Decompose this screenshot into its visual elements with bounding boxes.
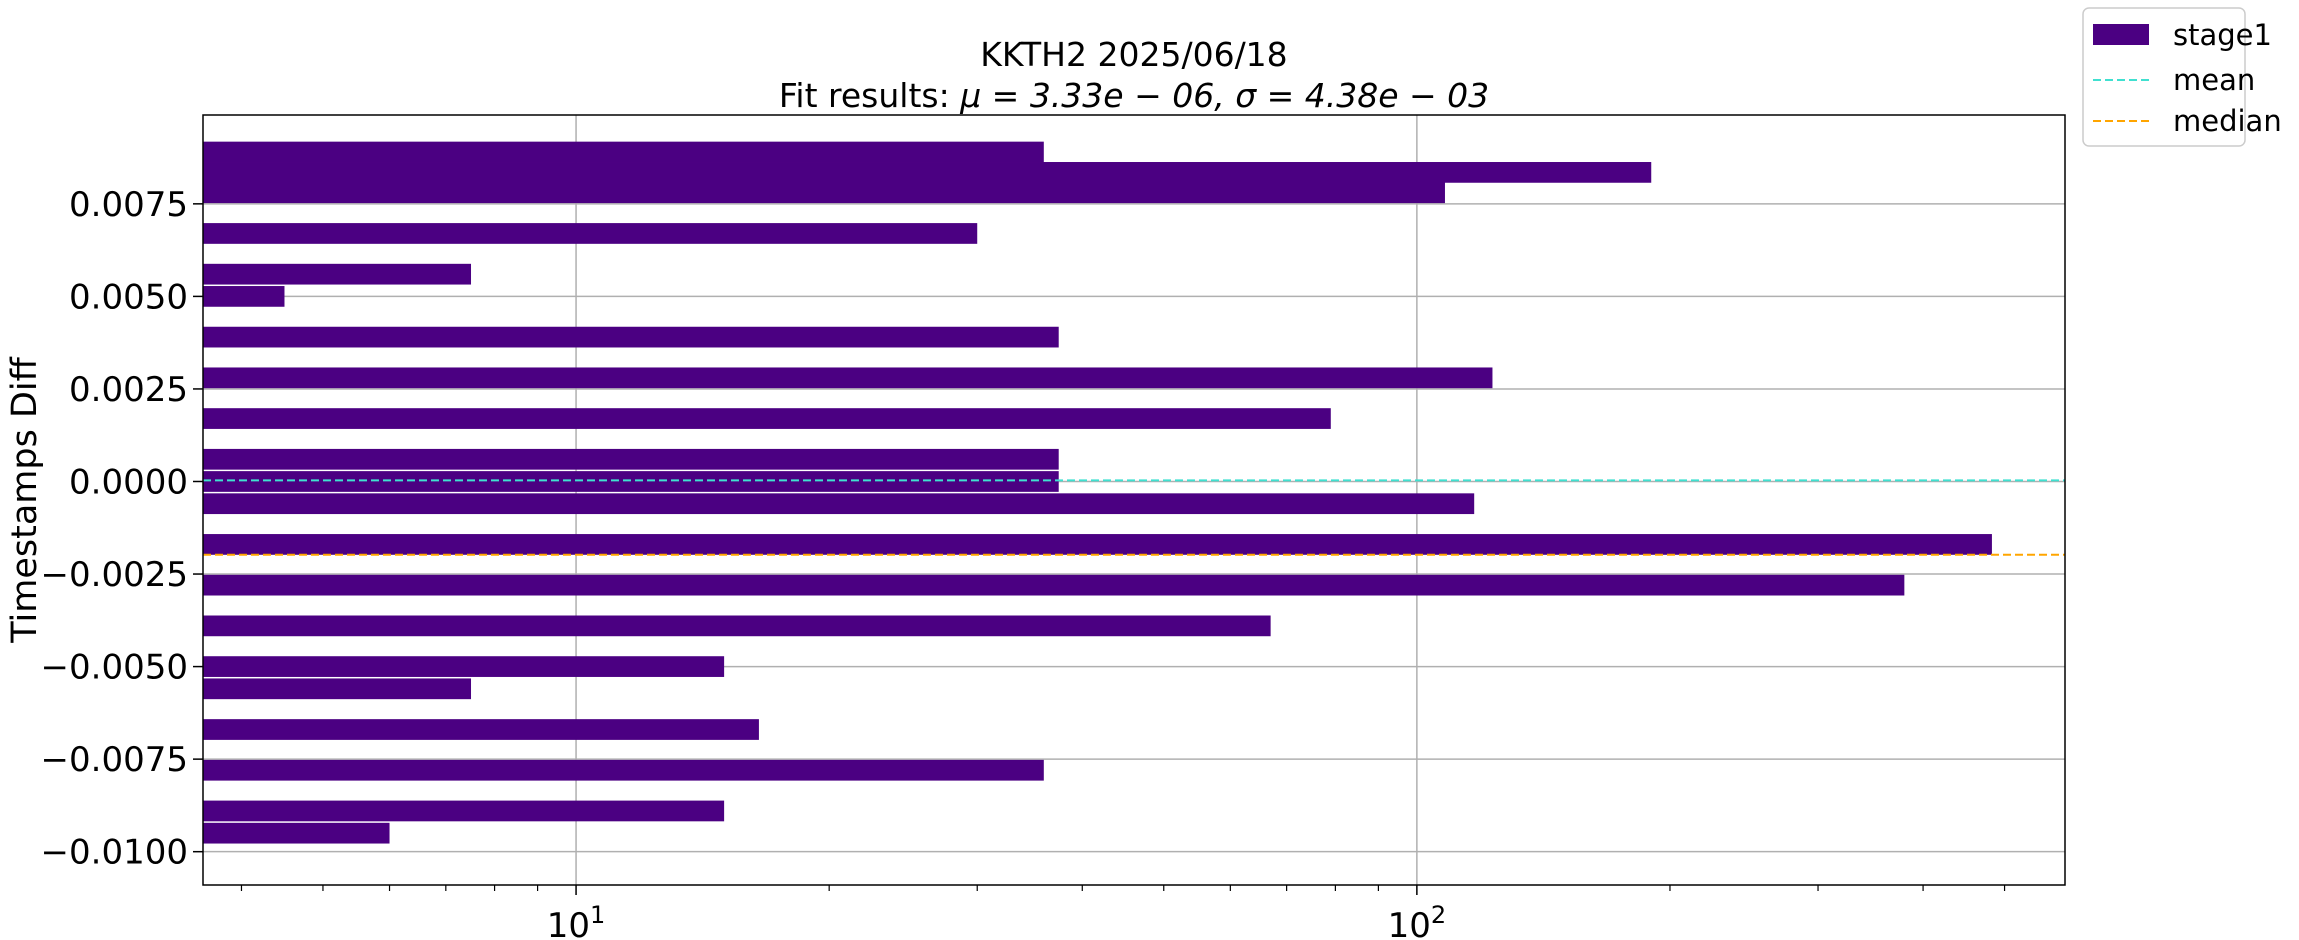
histogram-bar [203,367,1493,389]
legend-label-stage1: stage1 [2173,18,2272,52]
y-tick-label: 0.0000 [69,462,188,502]
x-tick-label: 101 [547,901,606,940]
histogram-bar [203,678,472,700]
chart-subtitle: Fit results: μ = 3.33e − 06, σ = 4.38e −… [779,76,1489,115]
y-tick-label: −0.0025 [41,555,188,595]
histogram-bar [203,263,472,285]
histogram-bar [203,223,978,244]
histogram-bar [203,759,1044,781]
histogram-bar [203,800,725,822]
x-tick-exponent: 2 [1431,901,1446,929]
histogram-bar [203,615,1271,637]
y-tick-label: 0.0050 [69,277,188,317]
chart-title: KKTH2 2025/06/18 [980,35,1287,74]
reference-lines [203,479,2065,556]
legend: stage1 mean median [2082,7,2282,147]
histogram-bar [203,574,1905,596]
legend-swatch-stage1 [2093,24,2149,45]
x-tick-exponent: 1 [590,901,605,929]
histogram-bar [203,493,1475,515]
histogram-bar [203,471,1059,492]
legend-label-mean: mean [2173,63,2255,97]
x-tick-base: 10 [1388,906,1431,940]
legend-label-median: median [2173,104,2282,138]
histogram-bar [203,141,1044,163]
y-tick-label: 0.0025 [69,370,188,410]
y-axis-label: Timestamps Diff [5,356,45,643]
histogram-bar [203,408,1331,429]
histogram-bar [203,534,1992,555]
plot-area-frame [202,114,2066,886]
histogram-bar [203,162,1652,183]
x-tick-label: 102 [1388,901,1447,940]
bars [203,141,1992,844]
subtitle-fit-values: μ = 3.33e − 06, σ = 4.38e − 03 [959,76,1489,115]
histogram-bar [203,448,1059,470]
x-tick-base: 10 [547,906,590,940]
histogram-bar [203,182,1445,204]
histogram-bar [203,656,725,677]
histogram-bar [203,326,1059,348]
y-tick-label: −0.0050 [41,648,188,688]
axis-ticks: 101 1020.00750.00500.00250.0000−0.0025−0.… [41,185,2006,940]
y-tick-label: −0.0100 [41,833,188,873]
histogram-bar [203,822,390,844]
y-tick-label: 0.0075 [69,185,188,225]
y-tick-label: −0.0075 [41,740,188,780]
histogram-bar [203,286,285,307]
subtitle-prefix: Fit results: [779,76,960,115]
histogram-bar [203,719,759,740]
